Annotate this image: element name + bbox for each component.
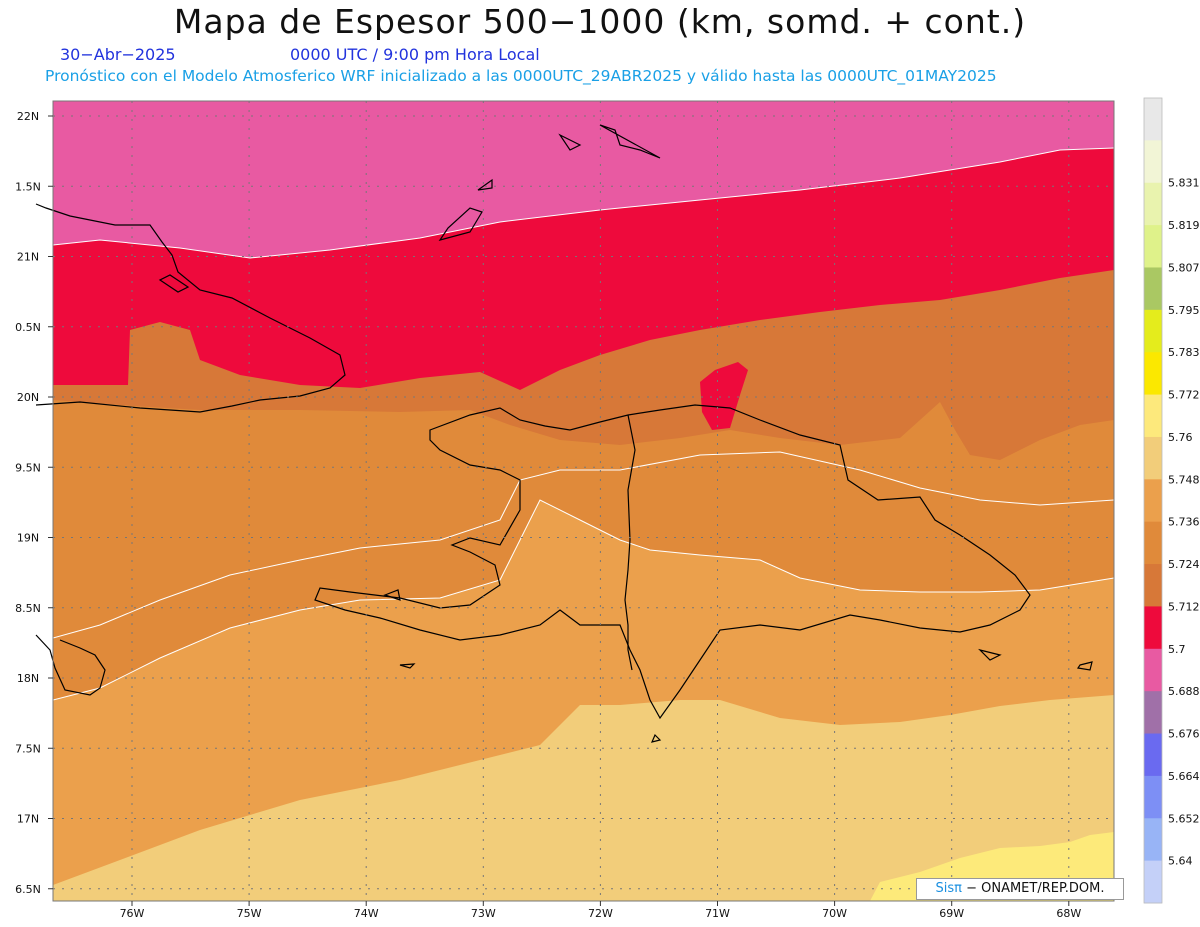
lon-label: 70W — [822, 907, 847, 920]
lon-label: 76W — [120, 907, 145, 920]
lat-label: 1.5N — [15, 180, 41, 193]
colorbar-label: 5.724 — [1168, 558, 1200, 571]
colorbar-swatch — [1144, 479, 1162, 523]
lat-label: 21N — [17, 251, 39, 264]
colorbar-swatch — [1144, 564, 1162, 607]
credit-brand: Sisπ — [935, 881, 962, 896]
lat-label: 7.5N — [15, 742, 41, 755]
colorbar-swatch — [1144, 352, 1162, 396]
lat-label: 8.5N — [15, 602, 41, 615]
lat-label: 20N — [17, 391, 39, 404]
valid-time: 0000 UTC / 9:00 pm Hora Local — [290, 45, 540, 64]
lat-label: 9.5N — [15, 461, 41, 474]
cuba-coast — [35, 203, 346, 413]
lat-label: 18N — [17, 672, 39, 685]
lon-label: 71W — [705, 907, 730, 920]
latitude-labels: 22N 1.5N 21N 0.5N 20N 9.5N 19N 8.5N 18N 7.5N 17N 6.… — [15, 110, 53, 896]
colorbar-swatch — [1144, 606, 1162, 650]
colorbar-swatch — [1144, 225, 1162, 268]
colorbar-swatch — [1144, 691, 1162, 735]
colorbar-label: 5.795 — [1168, 304, 1200, 317]
colorbar-label: 5.736 — [1168, 516, 1200, 529]
gonave-island — [383, 589, 1002, 743]
puerto-rico-coast — [1076, 661, 1093, 671]
colorbar-swatch — [1144, 98, 1162, 141]
longitude-labels: 76W 75W 74W 73W 72W 71W 70W 69W 68W — [120, 901, 1081, 920]
colorbar-label: 5.748 — [1168, 473, 1200, 486]
colorbar-swatch — [1144, 521, 1162, 565]
band-5748 — [53, 695, 1114, 901]
colorbar-label: 5.7 — [1168, 643, 1186, 656]
colorbar: 5.831 5.819 5.807 5.795 5.783 5.772 5.76 5.748 5… — [1143, 97, 1200, 904]
colorbar-swatch — [1144, 394, 1162, 438]
colorbar-swatch — [1144, 436, 1162, 480]
border-line — [624, 414, 636, 671]
colorbar-swatch — [1144, 818, 1162, 862]
valid-date: 30−Abr−2025 — [60, 45, 176, 64]
colorbar-label: 5.772 — [1168, 389, 1200, 402]
colorbar-label: 5.831 — [1168, 177, 1200, 190]
cuba-northern-cays — [158, 207, 483, 293]
colorbar-label: 5.819 — [1168, 219, 1200, 232]
lon-label: 72W — [588, 907, 613, 920]
lon-label: 75W — [237, 907, 262, 920]
credit-text: − ONAMET/REP.DOM. — [966, 881, 1105, 896]
colorbar-swatch — [1144, 775, 1162, 819]
colorbar-label: 5.652 — [1168, 812, 1200, 825]
thickness-contours — [53, 147, 1114, 701]
thickness-shading — [53, 101, 1114, 901]
colorbar-swatch — [1144, 733, 1162, 777]
lat-label: 17N — [17, 813, 39, 826]
colorbar-swatch — [1144, 267, 1162, 311]
hispaniola-coast — [314, 404, 1031, 720]
colorbar-swatch — [1144, 309, 1162, 353]
lon-label: 68W — [1056, 907, 1081, 920]
band-5700-island — [700, 362, 748, 430]
colorbar-swatch — [1144, 140, 1162, 184]
colorbar-label: 5.664 — [1168, 770, 1200, 783]
colorbar-label: 5.712 — [1168, 600, 1200, 613]
credit-box: Sisπ − ONAMET/REP.DOM. — [916, 878, 1124, 900]
lon-label: 73W — [471, 907, 496, 920]
colorbar-label: 5.783 — [1168, 346, 1200, 359]
colorbar-swatch — [1144, 182, 1162, 226]
lon-label: 69W — [939, 907, 964, 920]
colorbar-swatch — [1144, 860, 1162, 904]
graticule — [53, 101, 1114, 901]
turks-caicos — [477, 124, 661, 191]
lon-label: 74W — [354, 907, 379, 920]
forecast-description: Pronóstico con el Modelo Atmosferico WRF… — [45, 67, 997, 85]
colorbar-label: 5.76 — [1168, 431, 1193, 444]
map-frame — [52, 100, 1115, 902]
lat-label: 22N — [17, 110, 39, 123]
colorbar-label: 5.807 — [1168, 261, 1200, 274]
colorbar-label: 5.64 — [1168, 855, 1193, 868]
lat-label: 0.5N — [15, 321, 41, 334]
colorbar-label: 5.688 — [1168, 685, 1200, 698]
coastlines — [35, 124, 1093, 743]
lat-label: 6.5N — [15, 883, 41, 896]
map-title: Mapa de Espesor 500−1000 (km, somd. + co… — [173, 2, 1027, 41]
colorbar-swatch — [1144, 648, 1162, 692]
colorbar-label: 5.676 — [1168, 728, 1200, 741]
lat-label: 19N — [17, 532, 39, 545]
